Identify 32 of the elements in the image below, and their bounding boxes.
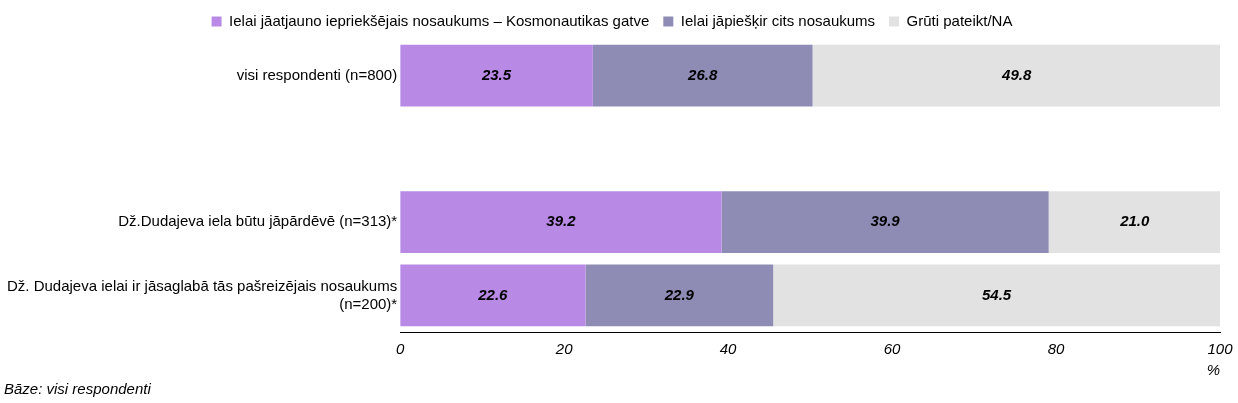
data-label: 49.8 [1001, 65, 1032, 83]
bar [812, 44, 1220, 107]
x-tick-label: 40 [719, 340, 738, 358]
data-label: 22.9 [663, 285, 695, 303]
bar [400, 44, 593, 107]
x-tick-label: 0 [396, 340, 406, 358]
x-tick-label: 100 [1207, 340, 1234, 358]
y-tick-label: visi respondenti (n=800) [236, 65, 398, 83]
y-tick-label: Dž. Dudajeva ielai ir jāsaglabā tās pašreizējais nosaukums (n=200)* [6, 276, 398, 312]
x-tick-label: 20 [554, 340, 574, 358]
data-label: 39.2 [546, 212, 577, 230]
text: Bāze: visi respondenti [4, 380, 151, 397]
data-label: 26.8 [687, 65, 718, 83]
y-tick-label: Dž.Dudajeva iela būtu jāpārdēvē (n=313)* [118, 212, 398, 230]
bar [592, 44, 813, 107]
data-label: 23.5 [480, 65, 512, 83]
bar [585, 264, 774, 327]
legend-label: Grūti pateikt/NA [906, 11, 1013, 29]
x-tick-label: 60 [883, 340, 902, 358]
x-tick-label: 80 [1047, 340, 1066, 358]
data-label: 39.9 [870, 212, 901, 230]
bar [1048, 191, 1220, 253]
legend-label: Ielai jāatjauno iepriekšējais nosaukums – Kosmonautikas gatve [229, 11, 650, 29]
data-label: 54.5 [982, 285, 1012, 303]
bar [721, 191, 1049, 253]
legend-label: Ielai jāpiešķir cits nosaukums [680, 11, 876, 29]
x-axis-title: % [1206, 361, 1220, 379]
data-label: 21.0 [1119, 212, 1150, 230]
bar [400, 191, 722, 253]
data-label: 22.6 [477, 285, 509, 303]
bar [400, 264, 586, 327]
bar [773, 264, 1220, 327]
